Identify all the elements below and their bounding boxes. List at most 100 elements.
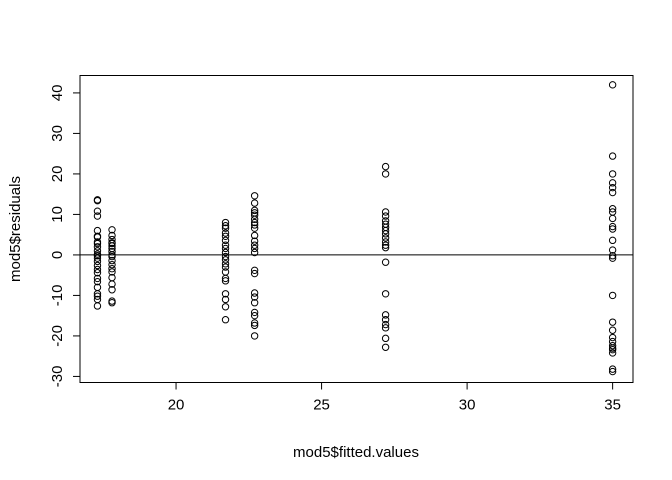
data-point xyxy=(108,286,116,294)
data-point xyxy=(381,343,390,351)
data-point xyxy=(221,316,230,324)
y-tick-label: 0 xyxy=(49,251,66,259)
data-point xyxy=(221,241,230,249)
data-point xyxy=(608,152,617,160)
data-point xyxy=(608,365,617,373)
data-point xyxy=(93,290,102,298)
data-point xyxy=(608,225,617,233)
data-point xyxy=(608,326,617,334)
data-point xyxy=(381,170,390,178)
data-point xyxy=(93,277,102,286)
data-point xyxy=(381,320,390,329)
data-point xyxy=(381,208,390,216)
data-point xyxy=(93,261,102,270)
data-point xyxy=(93,302,102,310)
data-point xyxy=(93,196,102,205)
data-point xyxy=(381,162,390,171)
data-point xyxy=(108,264,116,273)
y-axis: -30 -20 -10 0 10 20 30 40 xyxy=(49,85,81,388)
data-point xyxy=(250,289,259,297)
data-point xyxy=(250,269,259,278)
data-point xyxy=(221,252,230,261)
data-point xyxy=(381,311,390,319)
data-point xyxy=(221,218,230,227)
data-points xyxy=(93,81,617,376)
data-point xyxy=(93,269,102,277)
data-point xyxy=(381,234,390,242)
data-point xyxy=(608,252,617,260)
data-point xyxy=(608,236,617,245)
data-point xyxy=(250,215,259,223)
data-point xyxy=(221,232,230,240)
y-tick-label: 40 xyxy=(49,85,66,102)
data-point xyxy=(608,345,617,354)
data-point xyxy=(608,214,617,223)
data-point xyxy=(608,291,617,300)
data-point xyxy=(93,274,102,283)
data-point xyxy=(381,238,390,246)
data-point xyxy=(108,231,116,240)
data-point xyxy=(93,239,102,248)
data-point xyxy=(250,293,259,301)
data-point xyxy=(381,243,390,252)
data-point xyxy=(608,183,617,192)
data-point xyxy=(108,256,116,265)
data-point xyxy=(608,205,617,213)
data-point xyxy=(381,212,390,220)
data-point xyxy=(250,248,259,257)
data-point xyxy=(108,299,116,307)
data-point xyxy=(108,268,116,276)
data-point xyxy=(608,318,617,326)
data-point xyxy=(381,230,390,238)
data-point xyxy=(93,207,102,215)
data-point xyxy=(250,241,259,249)
data-point xyxy=(608,81,617,89)
data-point xyxy=(108,226,116,234)
data-point xyxy=(608,341,617,350)
y-tick-label: -20 xyxy=(49,325,66,347)
data-point xyxy=(221,222,230,230)
data-point xyxy=(381,334,390,343)
data-point xyxy=(608,333,617,342)
data-point xyxy=(221,303,230,311)
x-axis: 20 25 30 35 xyxy=(168,382,621,414)
data-point xyxy=(221,290,230,298)
data-point xyxy=(93,257,102,266)
data-point xyxy=(108,247,116,256)
data-point xyxy=(608,246,617,254)
plot-box xyxy=(79,75,634,383)
data-point xyxy=(608,188,617,197)
data-point xyxy=(608,170,617,178)
data-point xyxy=(108,260,116,269)
data-point xyxy=(381,324,390,332)
data-point xyxy=(221,260,230,268)
data-point xyxy=(608,254,617,262)
data-point xyxy=(93,265,102,274)
data-point xyxy=(608,222,617,231)
data-point xyxy=(250,319,259,327)
data-point xyxy=(221,229,230,237)
y-tick-label: 20 xyxy=(49,166,66,183)
data-point xyxy=(93,254,102,262)
data-point xyxy=(108,239,116,248)
data-point xyxy=(221,263,230,271)
x-axis-label: mod5$fitted.values xyxy=(293,444,419,461)
y-tick-label: -30 xyxy=(49,366,66,388)
data-point xyxy=(221,256,230,264)
data-point xyxy=(250,332,259,340)
data-point xyxy=(250,206,259,215)
data-point xyxy=(250,321,259,330)
data-point xyxy=(93,243,102,251)
data-point xyxy=(381,290,390,298)
data-point xyxy=(250,224,259,232)
data-point xyxy=(250,266,259,275)
data-point xyxy=(250,244,259,253)
data-point xyxy=(221,224,230,232)
data-point xyxy=(381,258,390,266)
x-tick-label: 30 xyxy=(459,397,476,414)
data-point xyxy=(250,237,259,245)
data-point xyxy=(381,226,390,235)
data-point xyxy=(221,274,230,283)
data-point xyxy=(250,199,259,207)
